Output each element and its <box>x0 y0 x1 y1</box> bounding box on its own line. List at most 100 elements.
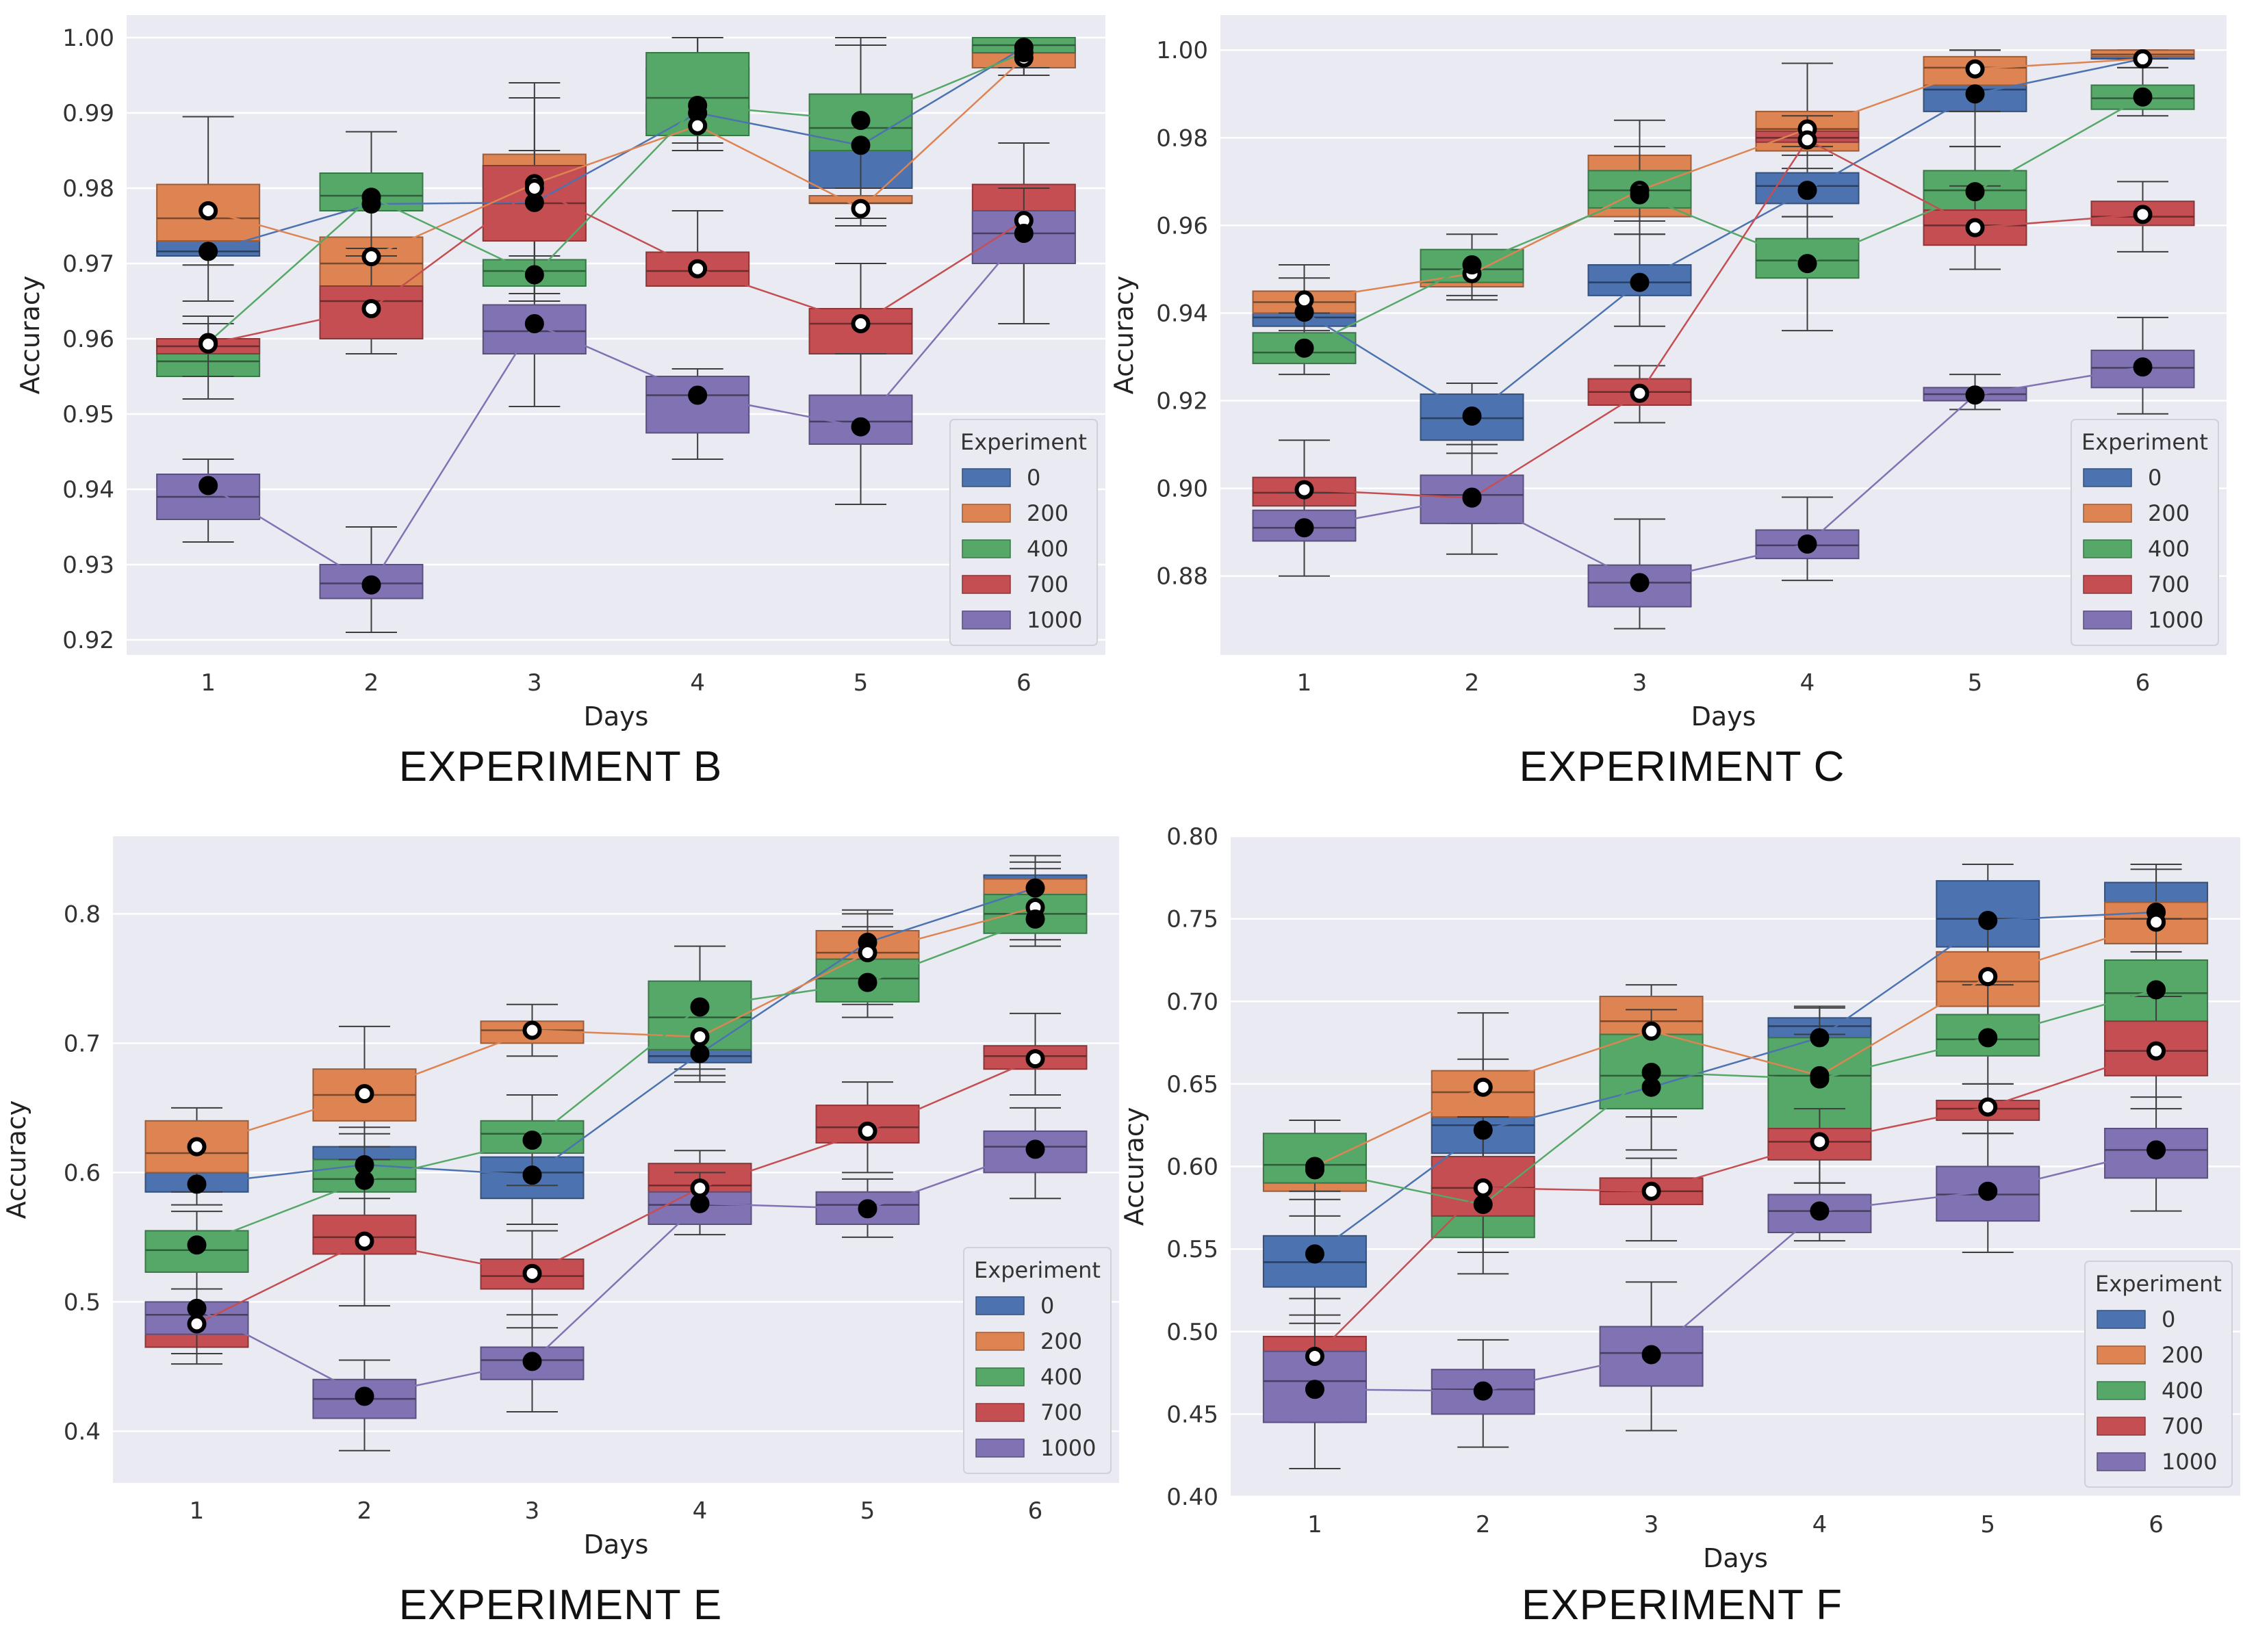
x-tick-label: 2 <box>364 669 379 697</box>
legend-label-1000: 1000 <box>1040 1435 1096 1461</box>
series-1000-mean-line <box>196 1148 1036 1397</box>
mean-marker <box>1641 1181 1661 1201</box>
legend-label-700: 700 <box>2162 1413 2203 1439</box>
legend: Experiment 0 200 400 700 1000 <box>2071 419 2219 646</box>
y-tick-label: 0.90 <box>1156 476 1208 503</box>
chart-panel-experiment-b: 0.92 0.93 0.94 0.95 0.96 0.97 0.98 0.99 1.00 1 2 3 4… <box>0 0 1121 808</box>
series-200-mean-line <box>1314 921 2157 1167</box>
y-tick-label: 0.4 <box>64 1418 101 1445</box>
mean-marker <box>2133 205 2153 224</box>
mean-marker <box>858 972 877 992</box>
legend-label-700: 700 <box>1027 571 1068 597</box>
mean-marker <box>1978 1181 1998 1201</box>
y-axis-label: Accuracy <box>1119 1107 1149 1226</box>
plot-area <box>113 836 1119 1483</box>
mean-marker <box>524 265 544 285</box>
legend-swatch-200 <box>2083 504 2132 523</box>
mean-marker <box>690 1178 710 1198</box>
chart-panel-experiment-f: 0.40 0.45 0.50 0.55 0.60 0.65 0.70 0.75 0.80 1 2 3 4… <box>1119 821 2243 1652</box>
mean-marker <box>522 1165 542 1185</box>
chart-title: EXPERIMENT C <box>1519 743 1845 790</box>
x-tick-label: 3 <box>1644 1511 1659 1538</box>
legend-label-1000: 1000 <box>1027 607 1082 633</box>
legend-label-200: 200 <box>1040 1328 1082 1354</box>
mean-marker <box>1462 255 1482 275</box>
series-200-mean-line <box>207 57 1025 258</box>
x-tick-label: 2 <box>1465 669 1480 697</box>
y-tick-label: 0.95 <box>62 401 114 428</box>
mean-marker <box>2146 1041 2166 1061</box>
y-tick-label: 0.70 <box>1166 988 1218 1016</box>
mean-marker <box>1305 1380 1324 1399</box>
mean-marker <box>851 111 871 130</box>
y-tick-label: 0.98 <box>62 175 114 203</box>
mean-marker <box>198 242 218 261</box>
mean-marker <box>2146 1140 2166 1160</box>
mean-marker <box>1641 1062 1661 1082</box>
mean-marker <box>524 314 544 333</box>
mean-marker <box>858 943 877 963</box>
series-1000-mean-line <box>1304 366 2143 584</box>
legend-swatch-0 <box>2097 1310 2146 1329</box>
mean-marker <box>1797 534 1817 554</box>
box-plot-experiment-f: 0.40 0.45 0.50 0.55 0.60 0.65 0.70 0.75 0.80 1 2 3 4… <box>1119 823 2240 1573</box>
y-tick-label: 0.50 <box>1166 1319 1218 1346</box>
y-tick-label: 0.94 <box>62 476 114 504</box>
legend-title: Experiment <box>960 429 1087 455</box>
mean-marker <box>690 1027 710 1046</box>
x-tick-label: 5 <box>854 669 869 697</box>
chart-title: EXPERIMENT E <box>398 1582 723 1629</box>
x-axis-label: Days <box>584 1530 649 1560</box>
x-tick-label: 6 <box>1016 669 1031 697</box>
plot-area <box>1220 15 2227 655</box>
mean-marker <box>1641 1021 1661 1041</box>
mean-marker <box>2133 357 2153 377</box>
mean-marker <box>198 334 218 354</box>
mean-marker <box>198 476 218 495</box>
series-700-mean-line <box>207 187 1025 345</box>
series-700-mean-line <box>1304 138 2143 500</box>
legend-label-400: 400 <box>2148 536 2190 562</box>
mean-marker <box>1630 383 1650 403</box>
series-1000-mean-line <box>207 233 1025 586</box>
y-axis-label: Accuracy <box>1109 276 1139 395</box>
legend-swatch-1000 <box>2097 1452 2146 1471</box>
legend-label-700: 700 <box>2148 571 2190 597</box>
mean-marker <box>690 997 710 1017</box>
legend-swatch-700 <box>975 1403 1025 1422</box>
mean-marker <box>1025 909 1045 929</box>
x-tick-label: 5 <box>860 1497 875 1525</box>
legend-swatch-700 <box>2097 1417 2146 1436</box>
y-tick-label: 0.5 <box>64 1289 101 1316</box>
legend: Experiment 0 200 400 700 1000 <box>963 1247 1112 1474</box>
y-tick-label: 0.55 <box>1166 1236 1218 1263</box>
mean-marker <box>1978 1097 1998 1117</box>
mean-marker <box>187 1174 207 1194</box>
y-tick-label: 0.97 <box>62 250 114 278</box>
mean-marker <box>690 1044 710 1063</box>
y-tick-label: 0.94 <box>1156 300 1208 327</box>
x-axis-label: Days <box>584 701 649 732</box>
mean-marker <box>361 299 381 318</box>
legend-label-200: 200 <box>2148 500 2190 526</box>
legend-title: Experiment <box>974 1257 1101 1283</box>
y-tick-label: 0.45 <box>1166 1401 1218 1428</box>
mean-marker <box>355 1084 374 1104</box>
legend-swatch-0 <box>962 468 1011 487</box>
x-tick-label: 2 <box>357 1497 372 1525</box>
mean-marker <box>522 1131 542 1150</box>
y-tick-label: 0.93 <box>62 552 114 579</box>
mean-marker <box>1473 1194 1493 1214</box>
legend-label-700: 700 <box>1040 1399 1082 1425</box>
legend-title: Experiment <box>2081 429 2208 455</box>
legend-label-0: 0 <box>2162 1306 2175 1332</box>
y-tick-label: 0.99 <box>62 100 114 127</box>
series-400-mean-line <box>1303 96 2144 349</box>
mean-marker <box>1473 1120 1493 1140</box>
y-tick-label: 1.00 <box>1156 37 1208 64</box>
y-axis-label: Accuracy <box>1 1100 31 1219</box>
mean-marker <box>851 314 871 333</box>
mean-marker <box>361 188 381 207</box>
series-700-mean-line <box>196 1057 1036 1325</box>
mean-marker <box>1797 254 1817 274</box>
